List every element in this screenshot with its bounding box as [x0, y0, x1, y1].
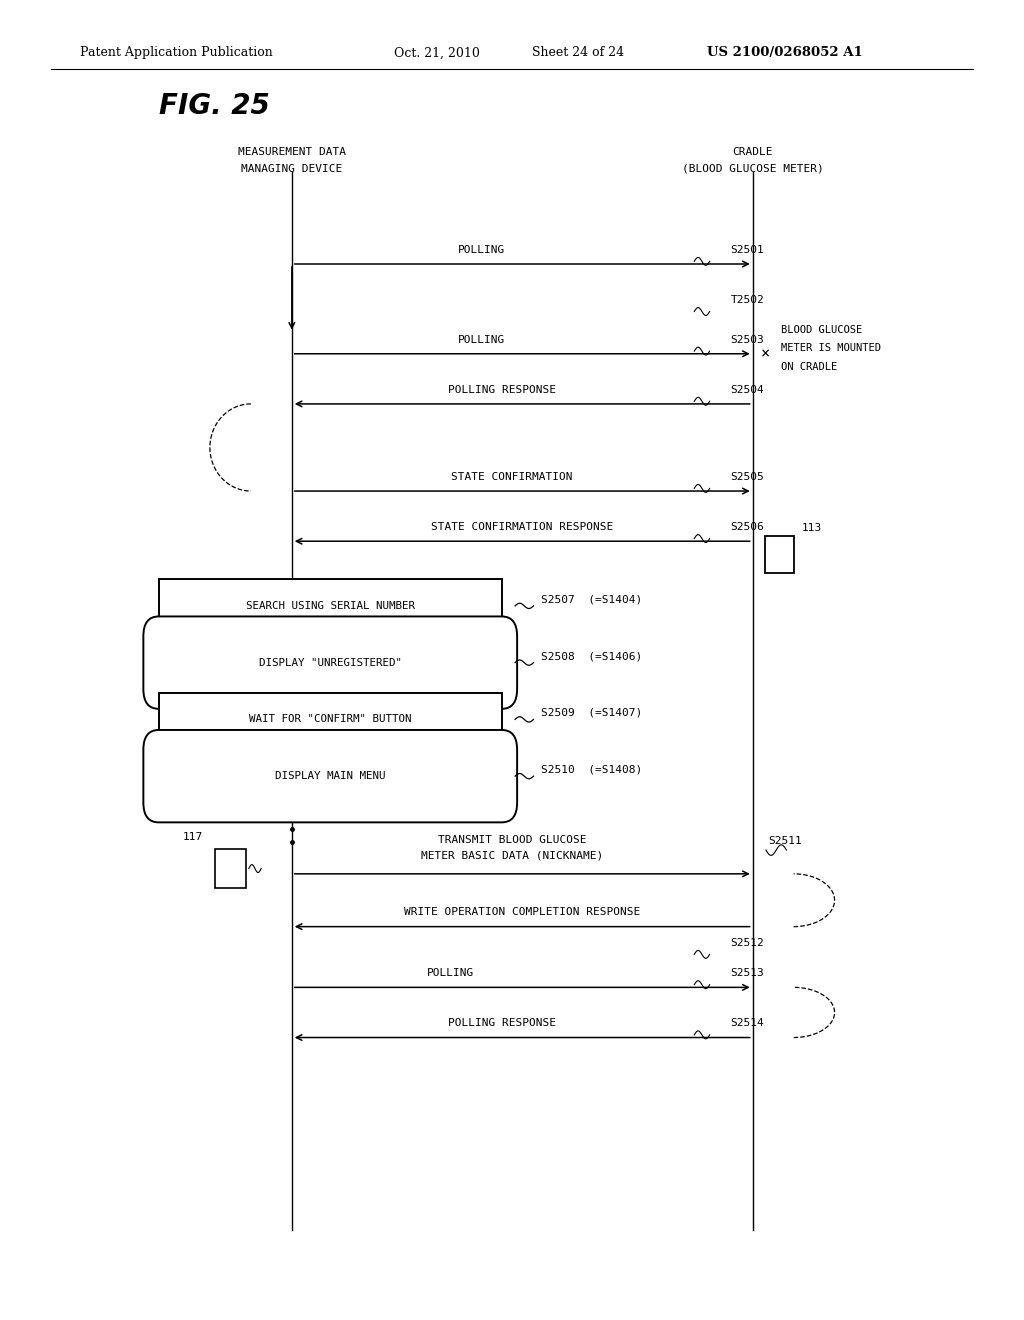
Text: S2511: S2511: [768, 836, 802, 846]
Text: S2505: S2505: [731, 471, 764, 482]
Text: S2501: S2501: [731, 244, 764, 255]
Text: S2510  (=S1408): S2510 (=S1408): [541, 764, 642, 775]
FancyBboxPatch shape: [143, 616, 517, 709]
Text: S2503: S2503: [731, 334, 764, 345]
Text: POLLING RESPONSE: POLLING RESPONSE: [447, 1018, 556, 1028]
Text: CRADLE: CRADLE: [732, 147, 773, 157]
FancyBboxPatch shape: [765, 536, 794, 573]
Text: S2506: S2506: [731, 521, 764, 532]
Text: S2513: S2513: [731, 968, 764, 978]
Text: METER BASIC DATA (NICKNAME): METER BASIC DATA (NICKNAME): [421, 850, 603, 861]
Text: S2509  (=S1407): S2509 (=S1407): [541, 708, 642, 718]
Text: ×: ×: [761, 346, 770, 362]
Text: DISPLAY "UNREGISTERED": DISPLAY "UNREGISTERED": [259, 657, 401, 668]
Text: MEASUREMENT DATA: MEASUREMENT DATA: [238, 147, 346, 157]
Text: S2504: S2504: [731, 384, 764, 395]
Text: POLLING: POLLING: [427, 968, 474, 978]
Text: STATE CONFIRMATION RESPONSE: STATE CONFIRMATION RESPONSE: [431, 521, 613, 532]
Text: SEARCH USING SERIAL NUMBER: SEARCH USING SERIAL NUMBER: [246, 601, 415, 611]
Text: S2507  (=S1404): S2507 (=S1404): [541, 594, 642, 605]
Text: S2508  (=S1406): S2508 (=S1406): [541, 651, 642, 661]
Text: Sheet 24 of 24: Sheet 24 of 24: [532, 46, 625, 59]
Text: 113: 113: [802, 523, 822, 533]
Text: DISPLAY MAIN MENU: DISPLAY MAIN MENU: [275, 771, 385, 781]
Text: METER IS MOUNTED: METER IS MOUNTED: [781, 343, 882, 354]
Text: Oct. 21, 2010: Oct. 21, 2010: [394, 46, 480, 59]
Text: BLOOD GLUCOSE: BLOOD GLUCOSE: [781, 325, 862, 335]
Text: (BLOOD GLUCOSE METER): (BLOOD GLUCOSE METER): [682, 164, 823, 174]
Text: WRITE OPERATION COMPLETION RESPONSE: WRITE OPERATION COMPLETION RESPONSE: [404, 907, 640, 917]
Text: FIG. 25: FIG. 25: [159, 92, 269, 120]
FancyBboxPatch shape: [159, 579, 502, 632]
FancyBboxPatch shape: [143, 730, 517, 822]
Text: POLLING: POLLING: [458, 334, 505, 345]
Text: S2514: S2514: [731, 1018, 764, 1028]
Text: Patent Application Publication: Patent Application Publication: [80, 46, 272, 59]
Text: MANAGING DEVICE: MANAGING DEVICE: [242, 164, 342, 174]
Text: 117: 117: [182, 832, 203, 842]
Text: S2512: S2512: [731, 937, 764, 948]
Text: ON CRADLE: ON CRADLE: [781, 362, 838, 372]
Text: T2502: T2502: [731, 294, 764, 305]
Text: WAIT FOR "CONFIRM" BUTTON: WAIT FOR "CONFIRM" BUTTON: [249, 714, 412, 725]
Text: TRANSMIT BLOOD GLUCOSE: TRANSMIT BLOOD GLUCOSE: [437, 834, 587, 845]
Text: STATE CONFIRMATION: STATE CONFIRMATION: [452, 471, 572, 482]
Text: US 2100/0268052 A1: US 2100/0268052 A1: [707, 46, 862, 59]
FancyBboxPatch shape: [215, 849, 246, 888]
FancyBboxPatch shape: [159, 693, 502, 746]
Text: POLLING: POLLING: [458, 244, 505, 255]
Text: POLLING RESPONSE: POLLING RESPONSE: [447, 384, 556, 395]
